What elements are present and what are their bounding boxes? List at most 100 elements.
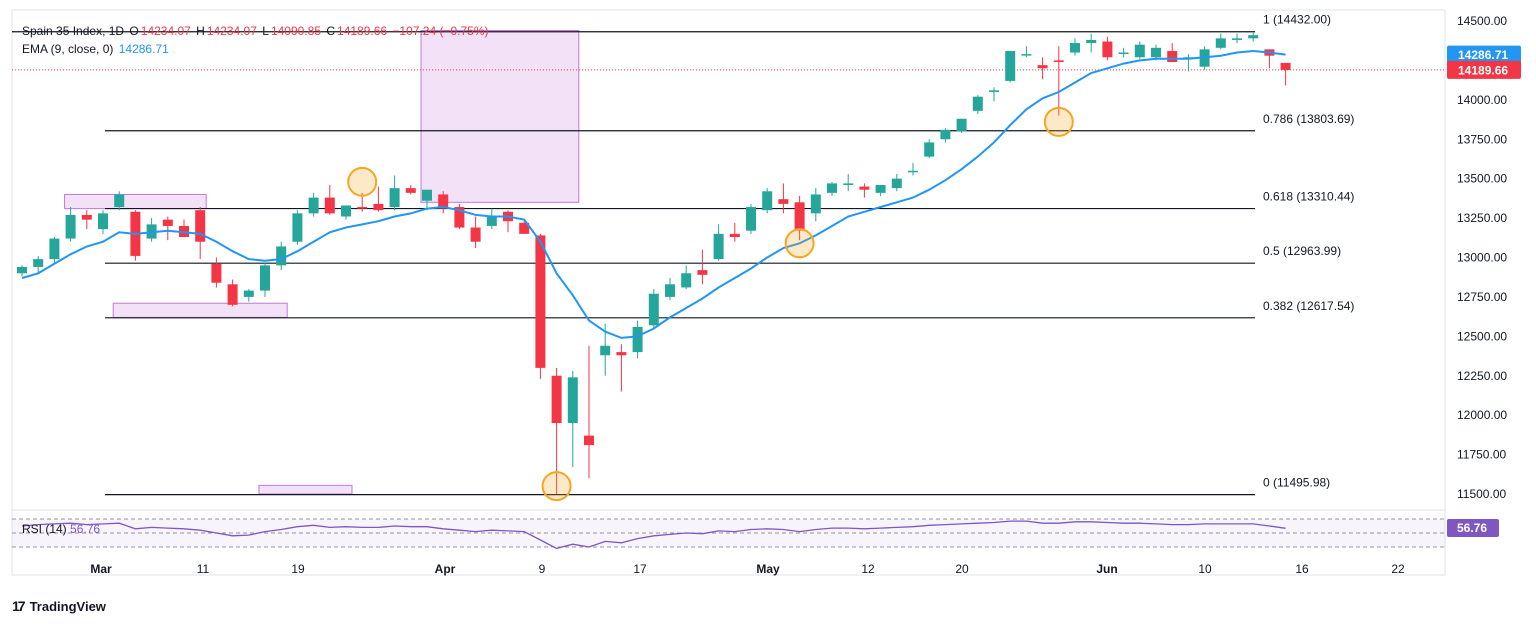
y-tick-label: 13500.00 — [1457, 172, 1507, 186]
candle-body — [65, 214, 76, 239]
highlight-circle — [1043, 106, 1074, 137]
candle-body — [243, 290, 254, 297]
y-tick-label: 13000.00 — [1457, 251, 1507, 265]
rsi-badge-label: 56.76 — [1457, 521, 1487, 535]
candle-body — [357, 207, 368, 209]
candle-body — [859, 186, 870, 190]
fib-label: 0.618 (13310.44) — [1263, 190, 1354, 204]
zone-box — [64, 193, 207, 210]
tradingview-logo-icon: 17 — [12, 598, 26, 614]
y-tick-label: 13750.00 — [1457, 132, 1507, 146]
candle-body — [1215, 38, 1226, 48]
candle-body — [1118, 52, 1129, 55]
y-tick-label: 11750.00 — [1457, 448, 1506, 462]
candle-body — [373, 203, 384, 211]
candle-body — [891, 178, 902, 189]
candle-body — [616, 352, 627, 356]
candle-body — [162, 219, 173, 226]
y-tick-label: 14500.00 — [1457, 14, 1507, 28]
candle-body — [308, 197, 319, 214]
candle-body — [681, 273, 692, 288]
rsi-band — [12, 519, 1445, 547]
candle-body — [81, 214, 92, 220]
candle-body — [1005, 50, 1016, 81]
candle-body — [260, 265, 270, 291]
fib-label: 0.382 (12617.54) — [1263, 299, 1354, 313]
candle-body — [389, 188, 400, 208]
y-tick-label: 13250.00 — [1457, 211, 1507, 225]
candle-body — [713, 233, 724, 260]
symbol-title: Spain 35 Index, 1D — [22, 24, 125, 38]
candle-body — [875, 184, 886, 193]
x-tick-label: 10 — [1198, 562, 1212, 576]
candle-body — [195, 210, 206, 242]
zone-box — [258, 484, 353, 495]
candle-body — [908, 170, 918, 173]
candle-body — [1102, 41, 1113, 58]
candle-body — [956, 118, 967, 132]
candle-body — [551, 375, 562, 424]
candle-body — [438, 194, 449, 209]
candle-body — [1151, 47, 1161, 58]
candle-body — [519, 222, 530, 234]
x-tick-label: 17 — [633, 562, 647, 576]
candle-body — [940, 129, 951, 140]
tradingview-brand[interactable]: 17 TradingView — [12, 598, 106, 614]
x-tick-label: May — [756, 562, 780, 576]
fib-label: 0.5 (12963.99) — [1263, 244, 1341, 258]
candle-body — [227, 284, 238, 305]
candle-body — [292, 213, 303, 242]
candle-body — [535, 235, 546, 368]
rsi-value: 56.76 — [70, 522, 101, 536]
x-tick-label: Apr — [435, 562, 456, 576]
candle-body — [843, 183, 854, 185]
rsi-line — [21, 520, 1286, 550]
candle-body — [924, 142, 935, 157]
y-tick-label: 12000.00 — [1457, 408, 1507, 422]
candle-body — [114, 194, 125, 208]
legend-ema: EMA (9, close, 0) 14286.71 — [22, 42, 171, 56]
fib-label: 0.786 (13803.69) — [1263, 112, 1354, 126]
rsi-badge — [1447, 519, 1499, 537]
y-tick-label: 12500.00 — [1457, 329, 1507, 343]
x-tick-label: 16 — [1295, 562, 1309, 576]
candle-body — [778, 199, 789, 204]
candle-body — [341, 205, 351, 217]
fib-label: 1 (14432.00) — [1263, 13, 1331, 27]
candle-body — [827, 183, 837, 193]
low-label: L — [262, 24, 269, 38]
candle-body — [584, 435, 594, 446]
highlight-circle — [347, 166, 378, 197]
candle-body — [1037, 65, 1048, 69]
candle-body — [665, 284, 675, 297]
candle-body — [567, 377, 578, 424]
candle-body — [1280, 62, 1291, 70]
ema-label: EMA (9, close, 0) — [22, 42, 114, 56]
candle-body — [729, 233, 740, 238]
candle-body — [810, 194, 821, 214]
candle-body — [276, 246, 287, 266]
candle-body — [211, 263, 222, 283]
y-tick-label: 11500.00 — [1457, 487, 1506, 501]
x-tick-label: Mar — [90, 562, 112, 576]
highlight-circle — [784, 228, 815, 259]
candle-body — [33, 259, 44, 267]
candle-body — [17, 266, 27, 274]
high-value: 14234.07 — [206, 24, 257, 38]
x-tick-label: 11 — [197, 562, 210, 576]
candle-body — [324, 197, 335, 214]
candle-body — [697, 270, 708, 275]
candle-body — [794, 202, 805, 231]
open-value: 14234.07 — [140, 24, 191, 38]
candle-body — [762, 191, 773, 211]
candle-body — [422, 189, 432, 201]
change-value: −107.24 (−0.75%) — [392, 24, 489, 38]
low-value: 14090.85 — [270, 24, 321, 38]
close-value: 14189.66 — [337, 24, 388, 38]
x-tick-label: Jun — [1096, 562, 1117, 576]
legend-ohlc: Spain 35 Index, 1D O 14234.07 H 14234.07 L… — [22, 24, 491, 38]
candle-body — [1248, 35, 1259, 39]
close-label: C — [326, 24, 336, 38]
candle-body — [405, 188, 416, 193]
